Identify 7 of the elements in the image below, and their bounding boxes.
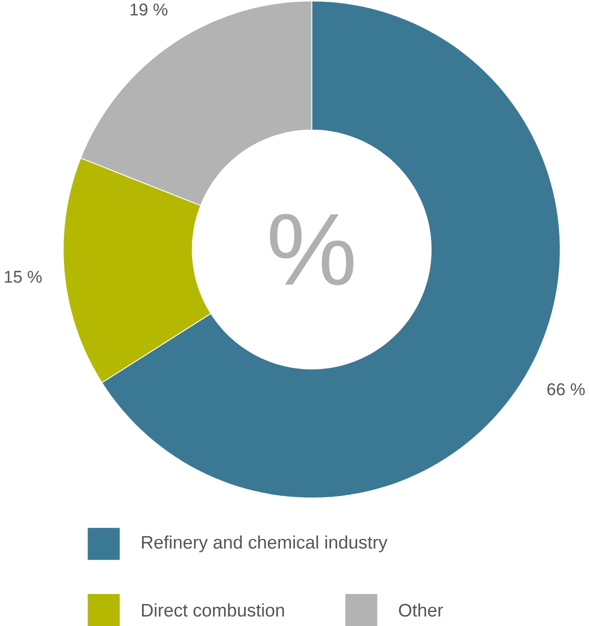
data-label: 15 % [4, 270, 42, 283]
legend-label: Other [399, 603, 444, 617]
legend-label: Refinery and chemical industry [142, 535, 388, 552]
legend-label: Direct combustion [142, 603, 284, 617]
data-label: 19 % [130, 4, 168, 16]
text: % [270, 214, 354, 286]
data-label: 66 % [548, 383, 585, 396]
